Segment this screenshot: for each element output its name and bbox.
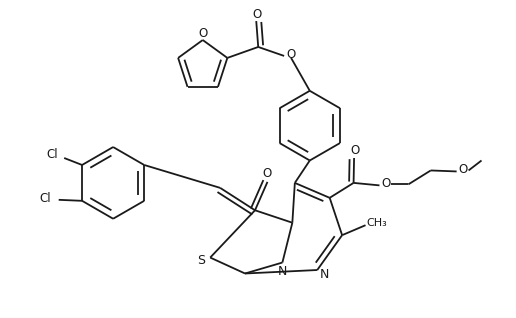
- Text: Cl: Cl: [39, 192, 51, 205]
- Text: S: S: [197, 253, 205, 266]
- Text: O: O: [252, 8, 262, 21]
- Text: O: O: [286, 48, 295, 61]
- Text: O: O: [381, 177, 391, 190]
- Text: O: O: [263, 167, 272, 180]
- Text: Cl: Cl: [46, 148, 58, 161]
- Text: O: O: [350, 144, 360, 157]
- Text: N: N: [319, 268, 329, 281]
- Text: O: O: [199, 26, 208, 39]
- Text: O: O: [459, 163, 467, 176]
- Text: N: N: [278, 265, 287, 278]
- Text: CH₃: CH₃: [366, 218, 388, 228]
